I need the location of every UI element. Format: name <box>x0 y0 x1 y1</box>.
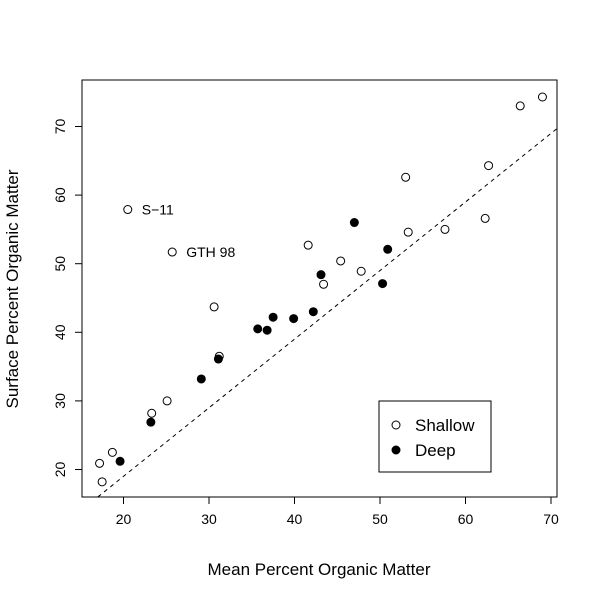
point-shallow <box>440 224 450 234</box>
point-deep <box>253 324 263 334</box>
point-deep <box>349 218 359 228</box>
y-tick-label: 30 <box>52 393 68 409</box>
point-deep <box>316 270 326 280</box>
point-shallow <box>147 408 157 418</box>
legend-label-shallow: Shallow <box>415 416 475 435</box>
point-shallow <box>209 302 219 312</box>
point-shallow <box>480 213 490 223</box>
x-tick-label: 20 <box>116 511 132 527</box>
annotations: S−11 GTH 98 <box>142 202 236 261</box>
point-shallow <box>401 172 411 182</box>
point-annotation: GTH 98 <box>186 244 235 260</box>
y-tick-label: 20 <box>52 462 68 478</box>
point-shallow <box>484 161 494 171</box>
point-shallow <box>123 205 133 215</box>
point-shallow <box>403 227 413 237</box>
y-axis: 20 30 40 50 60 70 <box>52 119 82 478</box>
x-axis: 20 30 40 50 60 70 <box>116 497 559 527</box>
reference-line-layer <box>97 126 560 498</box>
point-deep <box>213 354 223 364</box>
point-deep <box>378 279 388 289</box>
point-shallow <box>97 477 107 487</box>
y-tick-label: 40 <box>52 324 68 340</box>
point-shallow <box>336 256 346 266</box>
legend-marker-shallow <box>391 420 401 430</box>
legend-marker-deep <box>391 445 401 455</box>
x-tick-label: 40 <box>287 511 303 527</box>
point-shallow <box>515 101 525 111</box>
point-shallow <box>167 247 177 257</box>
point-shallow <box>319 279 329 289</box>
point-shallow <box>303 240 313 250</box>
legend-label-deep: Deep <box>415 441 456 460</box>
point-deep <box>146 417 156 427</box>
legend-box <box>378 400 492 473</box>
x-tick-label: 60 <box>458 511 474 527</box>
point-deep <box>268 312 278 322</box>
legend: Shallow Deep <box>378 400 492 473</box>
y-tick-label: 60 <box>52 187 68 203</box>
point-annotation: S−11 <box>142 202 174 218</box>
x-tick-label: 30 <box>201 511 217 527</box>
point-deep <box>115 456 125 466</box>
reference-line <box>97 126 560 498</box>
x-tick-label: 70 <box>543 511 559 527</box>
point-shallow <box>162 396 172 406</box>
point-deep <box>196 374 206 384</box>
plot-frame <box>81 79 558 498</box>
x-tick-label: 50 <box>372 511 388 527</box>
y-tick-label: 70 <box>52 119 68 135</box>
point-deep <box>289 314 299 324</box>
point-shallow <box>95 458 105 468</box>
y-tick-label: 50 <box>52 256 68 272</box>
point-shallow <box>537 92 547 102</box>
point-deep <box>262 325 272 335</box>
y-axis-label: Surface Percent Organic Matter <box>3 169 22 408</box>
x-axis-label: Mean Percent Organic Matter <box>208 560 431 579</box>
point-shallow <box>107 447 117 457</box>
point-shallow <box>356 266 366 276</box>
data-points <box>95 92 547 487</box>
point-deep <box>383 244 393 254</box>
point-deep <box>308 307 318 317</box>
